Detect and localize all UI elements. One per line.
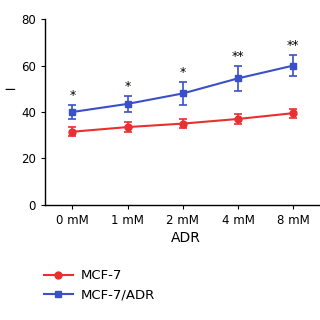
Text: −: − [3,82,16,97]
Text: *: * [180,66,186,79]
Text: *: * [69,89,76,102]
Legend: MCF-7, MCF-7/ADR: MCF-7, MCF-7/ADR [39,264,160,307]
Text: *: * [124,80,131,93]
X-axis label: ADR: ADR [171,231,201,245]
Text: **: ** [287,39,300,52]
Text: **: ** [232,50,244,63]
